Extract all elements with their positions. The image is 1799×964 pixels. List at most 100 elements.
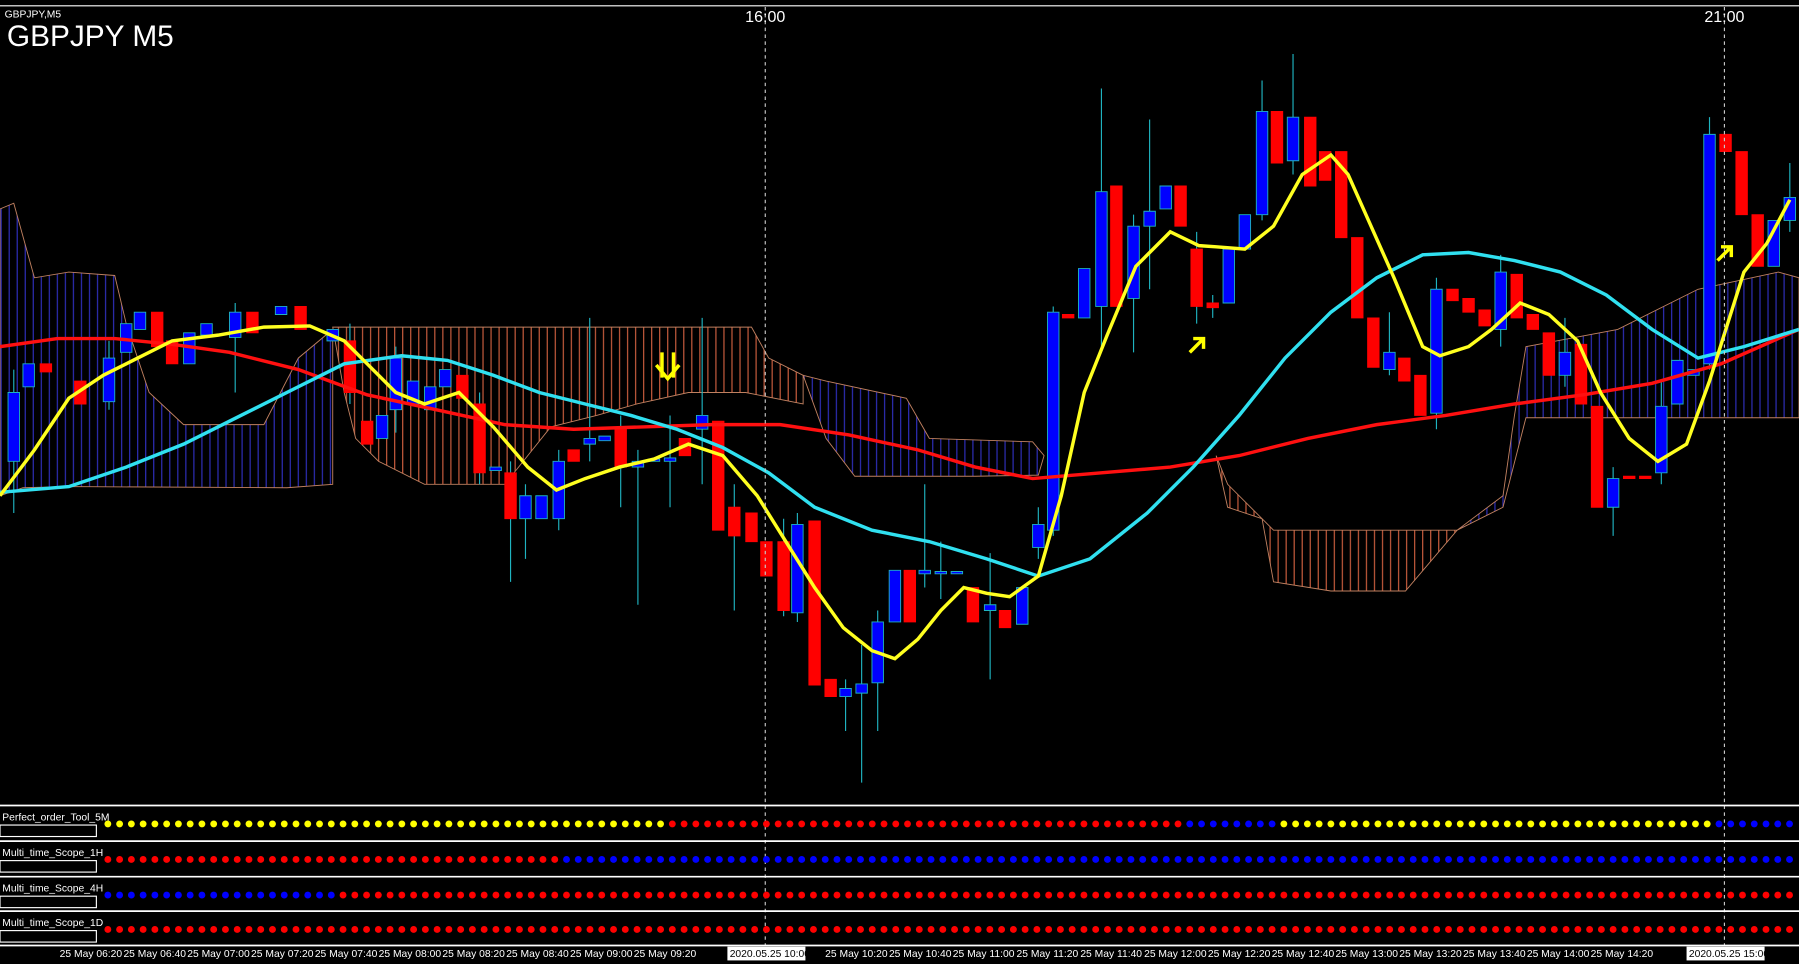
signal-dot xyxy=(116,891,124,899)
signal-dot xyxy=(762,856,770,863)
signal-dot xyxy=(1480,820,1488,828)
signal-dot xyxy=(539,926,547,933)
signal-dot xyxy=(727,926,735,933)
label-underline xyxy=(0,930,97,943)
signal-dot xyxy=(1692,926,1699,933)
signal-dot xyxy=(1750,856,1758,863)
signal-dot xyxy=(1692,820,1699,828)
signal-dot xyxy=(939,820,947,828)
signal-dot xyxy=(1550,926,1558,933)
signal-dot xyxy=(104,856,112,863)
signal-dot xyxy=(739,820,747,828)
signal-dot xyxy=(621,891,629,899)
signal-dot xyxy=(1115,891,1123,899)
signal-dot xyxy=(1280,856,1288,863)
signal-dot xyxy=(1492,820,1499,828)
signal-dot xyxy=(1280,820,1288,828)
signal-dot xyxy=(1362,820,1370,828)
signal-dot xyxy=(1668,820,1676,828)
signal-dot xyxy=(527,891,535,899)
time-label: 25 May 07:00 xyxy=(187,949,250,960)
signal-dot xyxy=(1303,856,1311,863)
signal-dot xyxy=(1021,820,1029,828)
signal-dot xyxy=(962,856,970,863)
signal-dot xyxy=(1280,891,1288,899)
signal-dot xyxy=(480,856,488,863)
signal-dot xyxy=(410,856,418,863)
signal-dot xyxy=(774,926,782,933)
signal-dot xyxy=(1209,820,1217,828)
signal-dot xyxy=(233,856,241,863)
signal-dot xyxy=(1151,856,1158,863)
signal-dot xyxy=(233,820,241,828)
signal-dot xyxy=(1045,926,1053,933)
signal-dot xyxy=(198,891,206,899)
signal-dot xyxy=(1315,856,1323,863)
signal-dot xyxy=(1456,856,1464,863)
signal-dot xyxy=(798,926,806,933)
signal-dot xyxy=(974,820,982,828)
signal-dot xyxy=(339,820,347,828)
signal-dot xyxy=(1398,856,1405,863)
signal-dot xyxy=(1245,856,1253,863)
cyan-ma xyxy=(0,250,1799,578)
signal-dot xyxy=(586,820,594,828)
signal-dot xyxy=(1151,820,1158,828)
signal-dot xyxy=(1104,820,1111,828)
signal-dot xyxy=(139,891,147,899)
signal-dot xyxy=(1151,926,1158,933)
signal-dot xyxy=(1339,820,1347,828)
signal-dot xyxy=(1386,926,1394,933)
signal-dot xyxy=(327,926,335,933)
signal-dot xyxy=(739,926,747,933)
signal-dot xyxy=(445,891,453,899)
signal-dot xyxy=(1327,926,1335,933)
signal-dot xyxy=(1398,820,1405,828)
signal-dot xyxy=(951,891,959,899)
signal-dot xyxy=(198,926,206,933)
signal-dot xyxy=(1421,891,1429,899)
signal-dot xyxy=(668,856,676,863)
signal-dot xyxy=(292,856,300,863)
signal-dot xyxy=(1398,926,1405,933)
signal-dot xyxy=(1539,856,1547,863)
signal-dot xyxy=(1468,926,1476,933)
signal-dot xyxy=(551,926,559,933)
signal-dot xyxy=(1703,926,1711,933)
signal-dot xyxy=(621,856,629,863)
signal-dot xyxy=(610,856,617,863)
signal-dot xyxy=(222,856,229,863)
signal-dot xyxy=(774,856,782,863)
signal-dot xyxy=(727,856,735,863)
signal-dot xyxy=(927,891,935,899)
indicator-panels: Perfect_order_Tool_5M Multi_time_Scope_1H… xyxy=(0,804,1799,947)
signal-dot xyxy=(762,926,770,933)
signal-dot xyxy=(1739,926,1746,933)
signal-dot xyxy=(174,820,182,828)
signal-dot xyxy=(127,856,135,863)
label-underline xyxy=(0,860,97,873)
signal-dot xyxy=(962,891,970,899)
signal-dot xyxy=(210,926,218,933)
signal-dot xyxy=(1033,820,1041,828)
signal-dot xyxy=(457,926,465,933)
signal-dot xyxy=(1633,926,1641,933)
signal-dot xyxy=(539,891,547,899)
signal-dot xyxy=(974,856,982,863)
signal-dot xyxy=(1445,820,1452,828)
signal-dot xyxy=(1527,856,1535,863)
signal-dot xyxy=(1115,926,1123,933)
signal-dot xyxy=(539,856,547,863)
signal-dot xyxy=(433,820,441,828)
signal-dot xyxy=(880,856,888,863)
signal-dot xyxy=(1186,926,1194,933)
time-label: 25 May 14:20 xyxy=(1591,949,1654,960)
signal-dot xyxy=(1198,891,1205,899)
signal-dot xyxy=(1468,820,1476,828)
indicator-label: Perfect_order_Tool_5M xyxy=(2,812,109,823)
signal-dot xyxy=(186,820,194,828)
highlight-bg xyxy=(727,946,806,961)
signal-dot xyxy=(210,856,218,863)
signal-dot xyxy=(1092,891,1100,899)
signal-dot xyxy=(1480,891,1488,899)
